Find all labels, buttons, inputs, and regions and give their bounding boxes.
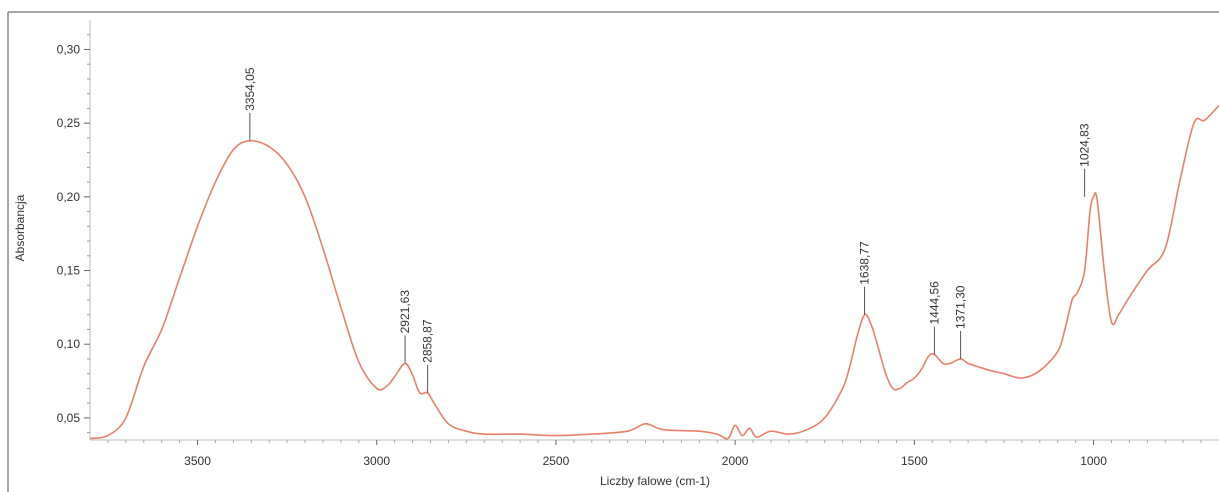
x-tick-label: 3500 [184, 454, 211, 468]
peak-label: 1638,77 [858, 241, 872, 285]
y-tick-label: 0,20 [57, 190, 81, 204]
y-tick-label: 0,10 [57, 337, 81, 351]
peak-label: 1444,56 [927, 281, 941, 325]
x-tick-label: 1500 [901, 454, 928, 468]
x-axis-ticks: 3500 3000 2500 2000 1500 1000 [107, 440, 1202, 468]
y-tick-label: 0,15 [57, 264, 81, 278]
y-tick-label: 0,30 [57, 42, 81, 56]
x-tick-label: 2500 [543, 454, 570, 468]
x-tick-label: 3000 [363, 454, 390, 468]
y-axis-label: Absorbancja [13, 194, 27, 261]
annotation-layer: 3354,05 2921,63 2858,87 1638,77 1444,56 1371,… [243, 67, 1092, 393]
y-axis-ticks: 0,05 0,10 0,15 0,20 0,25 0,30 [57, 34, 90, 434]
peak-label: 3354,05 [243, 67, 257, 111]
peak-label: 2858,87 [421, 319, 435, 363]
series-layer [89, 104, 1219, 440]
x-axis-label: Liczby falowe (cm-1) [600, 474, 710, 488]
y-tick-label: 0,25 [57, 116, 81, 130]
x-tick-label: 2000 [722, 454, 749, 468]
peak-label: 2921,63 [398, 290, 412, 334]
y-tick-label: 0,05 [57, 411, 81, 425]
x-tick-label: 1000 [1080, 454, 1107, 468]
peak-label: 1371,30 [954, 285, 968, 329]
spectrum-line [89, 104, 1219, 440]
peak-label: 1024,83 [1078, 123, 1092, 167]
